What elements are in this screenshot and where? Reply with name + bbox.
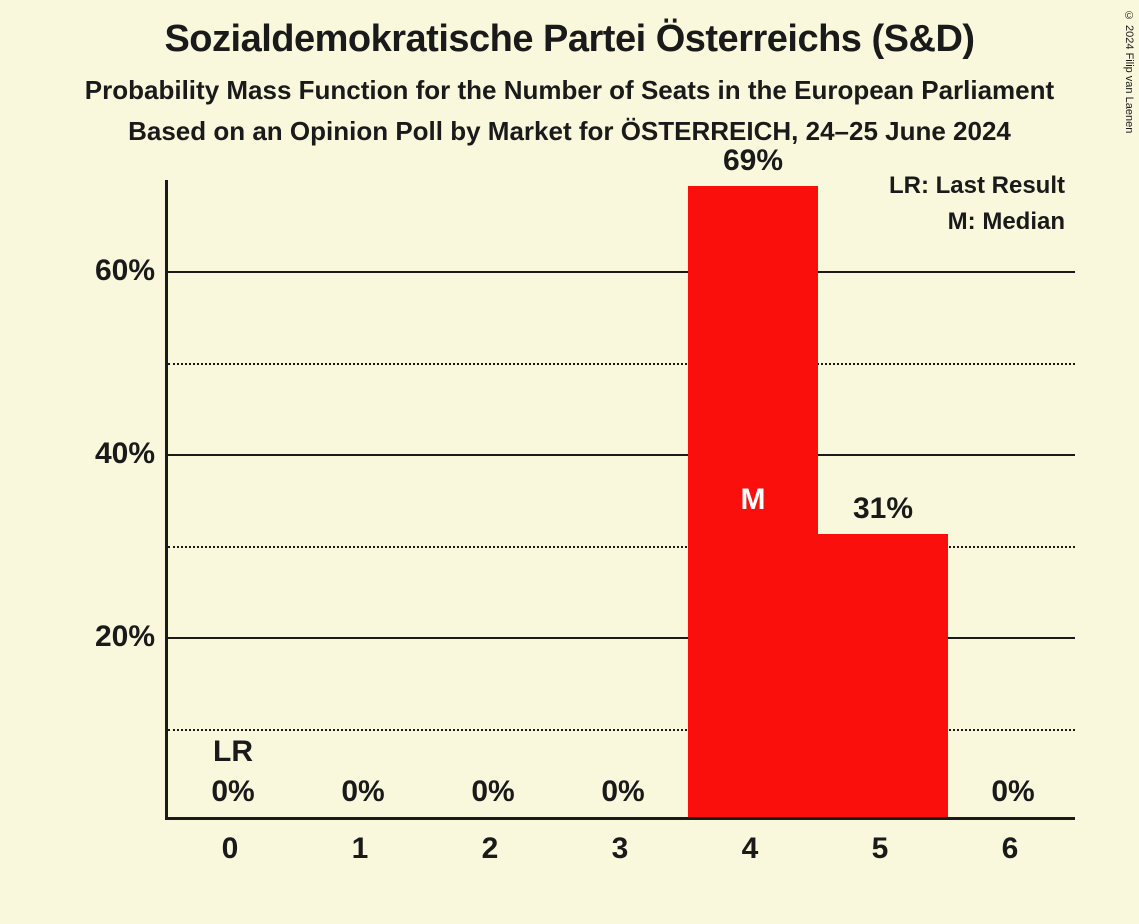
y-tick-label: 20% <box>95 620 155 654</box>
y-tick-label: 40% <box>95 437 155 471</box>
bar-value-label: 31% <box>818 492 948 526</box>
bar-value-label: 0% <box>948 775 1078 809</box>
copyright-text: © 2024 Filip van Laenen <box>1123 10 1135 133</box>
bar-value-label: 0% <box>298 775 428 809</box>
bar-value-label: 0% <box>428 775 558 809</box>
plot-area: LR: Last Result M: Median 0%LR0%0%0%69%M… <box>165 180 1075 820</box>
x-tick-label: 2 <box>425 832 555 866</box>
bar-slot: 0% LR <box>168 180 298 817</box>
bar-slot: 0% <box>428 180 558 817</box>
bars-container: 0%LR0%0%0%69%M31%0% <box>168 180 1075 817</box>
bar-value-label: 0% <box>558 775 688 809</box>
x-tick-label: 0 <box>165 832 295 866</box>
chart-title: Sozialdemokratische Partei Österreichs (… <box>0 18 1139 61</box>
x-tick-label: 4 <box>685 832 815 866</box>
y-axis: 20% 40% 60% <box>65 180 155 820</box>
title-block: Sozialdemokratische Partei Österreichs (… <box>0 0 1139 147</box>
bar-value-label: 69% <box>688 144 818 178</box>
y-tick-label: 60% <box>95 254 155 288</box>
bar-value-label: 0% <box>168 775 298 809</box>
bar-lr-label: LR <box>168 735 298 769</box>
bar-slot: 31% <box>818 180 948 817</box>
chart-subtitle-2: Based on an Opinion Poll by Market for Ö… <box>0 116 1139 147</box>
x-tick-label: 5 <box>815 832 945 866</box>
bar <box>818 534 948 817</box>
chart-subtitle-1: Probability Mass Function for the Number… <box>0 75 1139 106</box>
x-tick-label: 6 <box>945 832 1075 866</box>
bar-slot: 0% <box>558 180 688 817</box>
x-tick-label: 1 <box>295 832 425 866</box>
bar-slot: 0% <box>948 180 1078 817</box>
chart-area: 20%40%60% LR: Last Result M: Median 0%LR… <box>65 180 1075 880</box>
bar-slot: 0% <box>298 180 428 817</box>
bar-median-label: M <box>688 483 818 517</box>
x-tick-label: 3 <box>555 832 685 866</box>
x-axis: 0123456 <box>165 832 1075 880</box>
bar-slot: 69%M <box>688 180 818 817</box>
